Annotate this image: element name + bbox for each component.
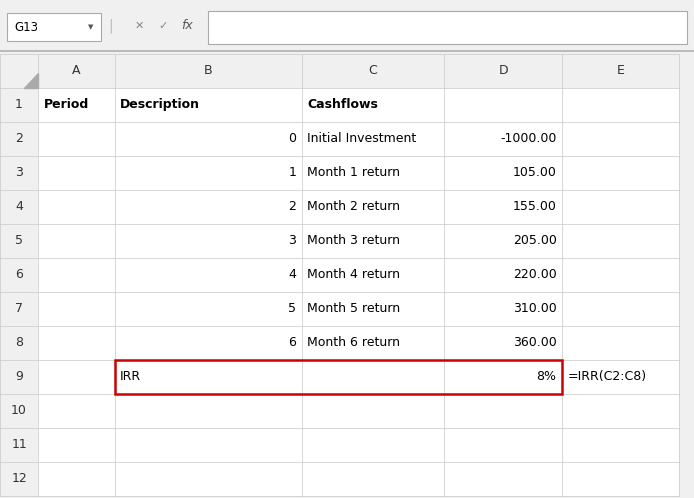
Text: 11: 11 xyxy=(11,438,27,451)
Text: 7: 7 xyxy=(15,302,23,315)
Text: 155.00: 155.00 xyxy=(513,200,557,213)
Text: Period: Period xyxy=(44,98,89,111)
Text: |: | xyxy=(109,18,113,33)
Text: Month 5 return: Month 5 return xyxy=(307,302,400,315)
Text: -1000.00: -1000.00 xyxy=(500,132,557,145)
Text: Month 6 return: Month 6 return xyxy=(307,336,400,349)
Text: 3: 3 xyxy=(15,166,23,179)
Text: 6: 6 xyxy=(15,268,23,281)
Bar xyxy=(0,50,694,52)
Text: 360.00: 360.00 xyxy=(513,336,557,349)
Text: Month 3 return: Month 3 return xyxy=(307,234,400,247)
Text: C: C xyxy=(369,64,378,77)
Text: 8%: 8% xyxy=(536,370,557,383)
Text: 4: 4 xyxy=(15,200,23,213)
Bar xyxy=(208,11,687,44)
Text: 220.00: 220.00 xyxy=(513,268,557,281)
Text: Cashflows: Cashflows xyxy=(307,98,378,111)
Text: 1: 1 xyxy=(15,98,23,111)
Text: 4: 4 xyxy=(289,268,296,281)
Text: ✕: ✕ xyxy=(134,21,144,31)
Text: 310.00: 310.00 xyxy=(513,302,557,315)
Text: 6: 6 xyxy=(289,336,296,349)
Bar xyxy=(0,0,694,50)
Text: ▼: ▼ xyxy=(87,24,93,30)
Bar xyxy=(0,54,38,496)
Text: IRR: IRR xyxy=(120,370,141,383)
Text: Month 4 return: Month 4 return xyxy=(307,268,400,281)
Text: Month 2 return: Month 2 return xyxy=(307,200,400,213)
Text: 5: 5 xyxy=(15,234,23,247)
Text: 2: 2 xyxy=(15,132,23,145)
Text: 9: 9 xyxy=(15,370,23,383)
Text: 12: 12 xyxy=(11,472,27,485)
Text: 8: 8 xyxy=(15,336,23,349)
Text: ✓: ✓ xyxy=(158,21,168,31)
Text: 0: 0 xyxy=(288,132,296,145)
Bar xyxy=(7,13,101,41)
Text: D: D xyxy=(498,64,508,77)
Text: 3: 3 xyxy=(289,234,296,247)
Text: E: E xyxy=(616,64,625,77)
Text: =IRR(C2:C8): =IRR(C2:C8) xyxy=(568,370,647,383)
Text: 5: 5 xyxy=(288,302,296,315)
Text: 10: 10 xyxy=(11,404,27,417)
Bar xyxy=(0,54,38,88)
Text: Month 1 return: Month 1 return xyxy=(307,166,400,179)
Text: 105.00: 105.00 xyxy=(513,166,557,179)
Bar xyxy=(38,54,679,88)
Text: B: B xyxy=(204,64,212,77)
Text: 205.00: 205.00 xyxy=(513,234,557,247)
Polygon shape xyxy=(24,73,38,88)
Text: fx: fx xyxy=(182,19,193,32)
Text: 2: 2 xyxy=(289,200,296,213)
Text: Description: Description xyxy=(120,98,200,111)
Bar xyxy=(115,360,562,393)
Text: A: A xyxy=(72,64,81,77)
Text: G13: G13 xyxy=(14,20,38,34)
Text: 1: 1 xyxy=(289,166,296,179)
Text: Initial Investment: Initial Investment xyxy=(307,132,416,145)
Bar xyxy=(38,54,679,496)
